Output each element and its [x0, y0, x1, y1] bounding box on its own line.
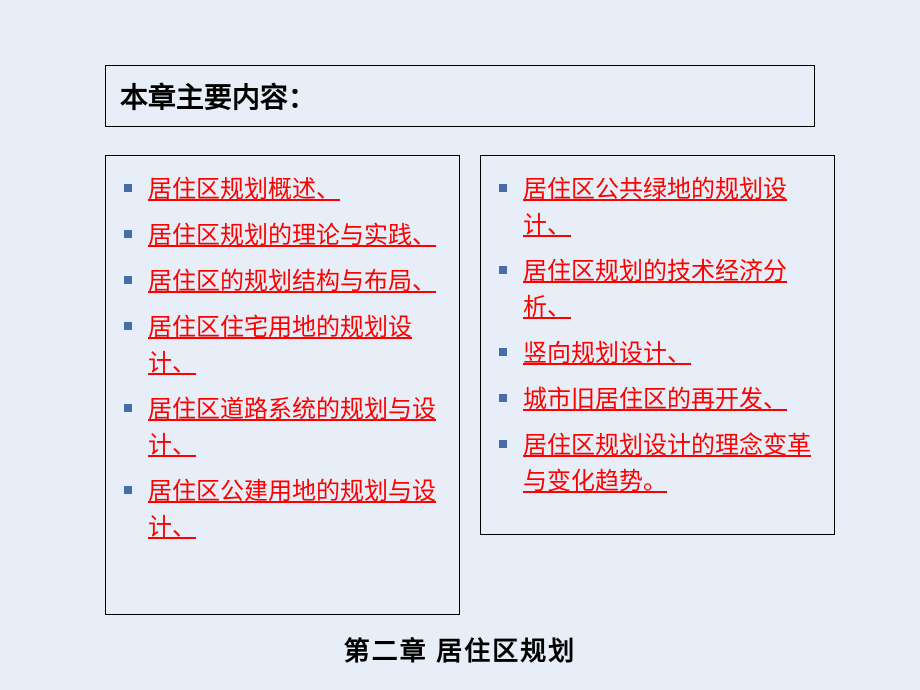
left-column: 居住区规划概述、 居住区规划的理论与实践、 居住区的规划结构与布局、 居住区住宅…: [105, 155, 460, 615]
chapter-title: 本章主要内容：: [120, 76, 316, 116]
bullet-icon: [499, 440, 507, 448]
toc-link[interactable]: 居住区公建用地的规划与设计、: [148, 474, 443, 546]
right-column: 居住区公共绿地的规划设计、 居住区规划的技术经济分析、 竖向规划设计、 城市旧居…: [480, 155, 835, 535]
list-item: 居住区住宅用地的规划设计、: [124, 310, 443, 382]
toc-link[interactable]: 居住区公共绿地的规划设计、: [523, 172, 818, 244]
toc-link[interactable]: 居住区规划概述、: [148, 172, 340, 208]
bullet-icon: [499, 184, 507, 192]
list-item: 居住区规划的理论与实践、: [124, 218, 443, 254]
list-item: 城市旧居住区的再开发、: [499, 382, 818, 418]
bullet-icon: [124, 184, 132, 192]
toc-link[interactable]: 居住区规划的技术经济分析、: [523, 254, 818, 326]
list-item: 居住区规划的技术经济分析、: [499, 254, 818, 326]
toc-link[interactable]: 居住区规划设计的理念变革与变化趋势。: [523, 428, 818, 500]
bullet-icon: [124, 230, 132, 238]
list-item: 居住区规划概述、: [124, 172, 443, 208]
toc-link[interactable]: 城市旧居住区的再开发、: [523, 382, 787, 418]
toc-link[interactable]: 竖向规划设计、: [523, 336, 691, 372]
list-item: 居住区公建用地的规划与设计、: [124, 474, 443, 546]
toc-link[interactable]: 居住区住宅用地的规划设计、: [148, 310, 443, 382]
chapter-footer: 第二章 居住区规划: [0, 631, 920, 668]
bullet-icon: [124, 486, 132, 494]
toc-link[interactable]: 居住区规划的理论与实践、: [148, 218, 436, 254]
list-item: 居住区道路系统的规划与设计、: [124, 392, 443, 464]
toc-link[interactable]: 居住区道路系统的规划与设计、: [148, 392, 443, 464]
toc-link[interactable]: 居住区的规划结构与布局、: [148, 264, 436, 300]
bullet-icon: [499, 348, 507, 356]
list-item: 居住区规划设计的理念变革与变化趋势。: [499, 428, 818, 500]
bullet-icon: [499, 394, 507, 402]
list-item: 居住区公共绿地的规划设计、: [499, 172, 818, 244]
bullet-icon: [124, 276, 132, 284]
list-item: 竖向规划设计、: [499, 336, 818, 372]
bullet-icon: [499, 266, 507, 274]
title-box: 本章主要内容：: [105, 65, 815, 127]
list-item: 居住区的规划结构与布局、: [124, 264, 443, 300]
bullet-icon: [124, 322, 132, 330]
bullet-icon: [124, 404, 132, 412]
